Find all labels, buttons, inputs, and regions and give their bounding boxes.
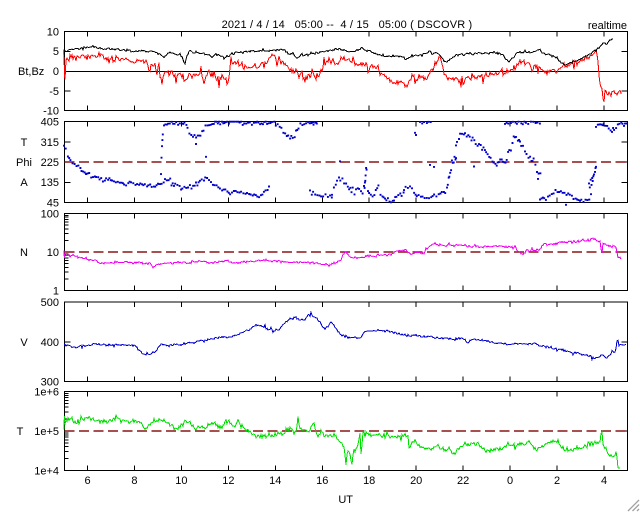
svg-text:14: 14 [269, 475, 281, 487]
svg-text:135: 135 [41, 177, 59, 189]
svg-text:0: 0 [53, 66, 59, 78]
svg-text:22: 22 [457, 475, 469, 487]
svg-text:T: T [17, 426, 24, 438]
svg-text:realtime: realtime [588, 20, 627, 32]
svg-text:A: A [20, 177, 28, 189]
svg-text:405: 405 [41, 117, 59, 129]
svg-text:45: 45 [47, 198, 59, 210]
svg-text:16: 16 [316, 475, 328, 487]
svg-text:300: 300 [41, 377, 59, 389]
svg-text:500: 500 [41, 297, 59, 309]
svg-text:V: V [20, 337, 28, 349]
svg-text:225: 225 [41, 157, 59, 169]
svg-text:Bt,Bz: Bt,Bz [18, 66, 44, 78]
svg-text:10: 10 [47, 247, 59, 259]
svg-text:0: 0 [507, 475, 513, 487]
svg-text:2021 / 4 / 14 05:00 -- 4 /: 2021 / 4 / 14 05:00 -- 4 / 15 05:00 ( DS… [222, 19, 473, 31]
svg-text:UT: UT [338, 494, 353, 506]
svg-text:2: 2 [554, 475, 560, 487]
svg-text:400: 400 [41, 337, 59, 349]
svg-text:315: 315 [41, 137, 59, 149]
svg-text:12: 12 [222, 475, 234, 487]
svg-text:8: 8 [131, 475, 137, 487]
svg-text:18: 18 [363, 475, 375, 487]
svg-text:4: 4 [601, 475, 607, 487]
svg-text:-10: -10 [43, 106, 59, 118]
svg-text:1e+5: 1e+5 [34, 426, 59, 438]
svg-text:10: 10 [47, 27, 59, 39]
svg-text:Phi: Phi [16, 157, 32, 169]
svg-text:10: 10 [175, 475, 187, 487]
svg-text:T: T [21, 137, 28, 149]
svg-text:5: 5 [53, 46, 59, 58]
svg-text:1e+6: 1e+6 [34, 387, 59, 399]
svg-text:20: 20 [410, 475, 422, 487]
svg-text:N: N [20, 247, 28, 259]
svg-text:6: 6 [84, 475, 90, 487]
svg-text:-5: -5 [49, 86, 59, 98]
svg-text:1e+4: 1e+4 [34, 466, 59, 478]
svg-text:1: 1 [53, 286, 59, 298]
svg-text:100: 100 [41, 209, 59, 221]
